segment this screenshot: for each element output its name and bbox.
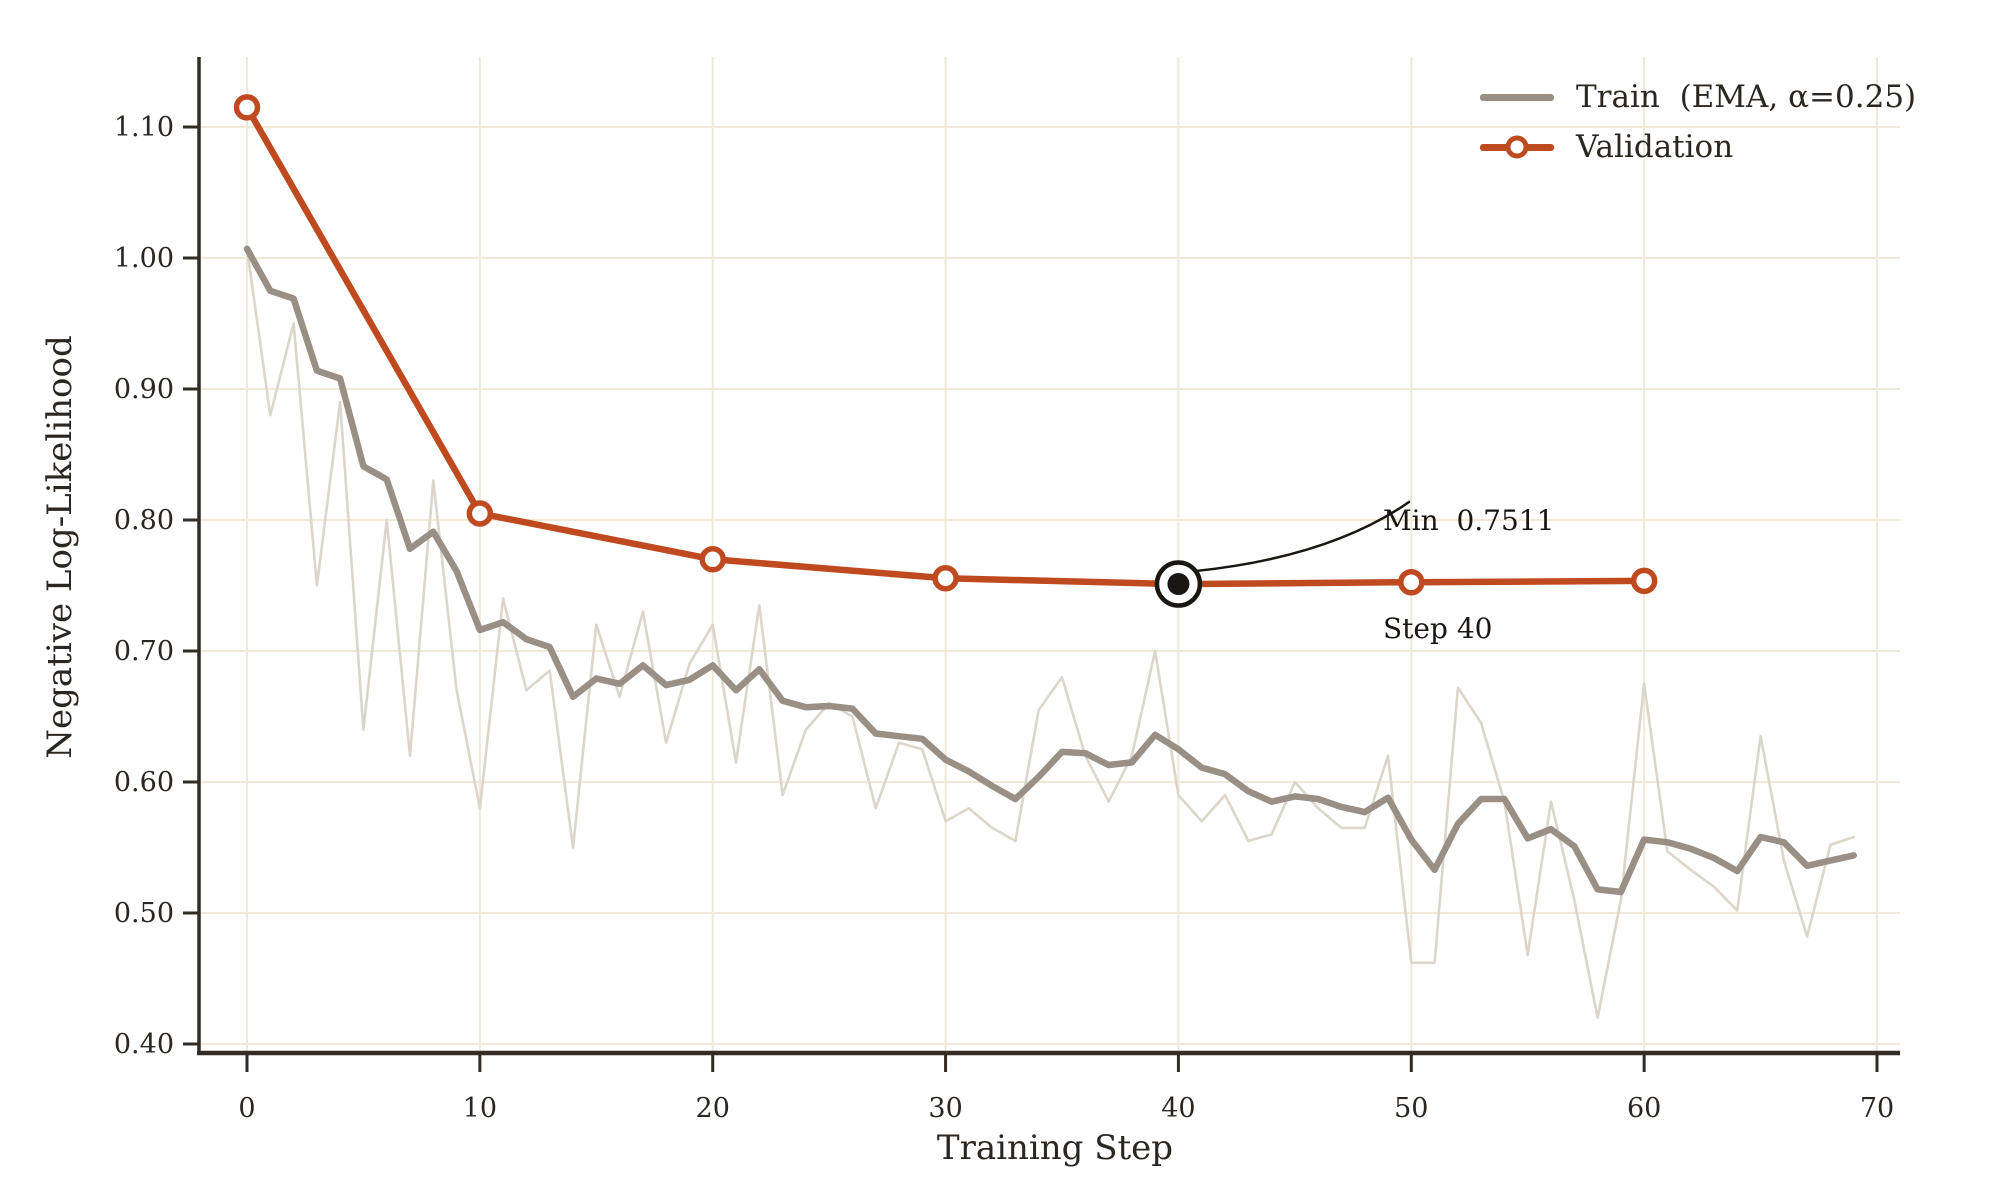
y-tick-label: 0.60: [114, 767, 174, 798]
validation-marker: [932, 565, 959, 592]
validation-marker: [699, 546, 726, 573]
x-tick-label: 20: [696, 1093, 730, 1124]
x-tick-label: 0: [238, 1093, 255, 1124]
validation-marker: [1630, 567, 1658, 595]
y-tick-label: 0.40: [114, 1029, 174, 1060]
y-tick-label: 0.90: [114, 374, 174, 405]
y-tick-label: 0.50: [114, 898, 174, 929]
legend-label-train-ema: Train (EMA, α=0.25): [1576, 79, 1917, 115]
legend: Train (EMA, α=0.25) Validation: [1480, 78, 1916, 178]
legend-label-validation: Validation: [1576, 129, 1734, 165]
y-tick-label: 1.10: [114, 112, 174, 143]
min-marker-ring: [1154, 560, 1203, 608]
y-tick-label: 0.80: [114, 505, 174, 536]
x-tick-label: 10: [463, 1093, 497, 1124]
train-ema-line-swatch: [1480, 93, 1554, 101]
y-axis-title: Negative Log-Likelihood: [40, 335, 80, 759]
min-annotation-value: Min 0.7511: [1383, 504, 1555, 537]
validation-marker: [1398, 568, 1425, 596]
x-axis-title: Training Step: [936, 1128, 1174, 1168]
y-tick-label: 1.00: [114, 243, 174, 274]
validation-marker: [233, 94, 261, 121]
legend-item-train-ema: Train (EMA, α=0.25): [1480, 78, 1916, 116]
validation-marker-icon: [1505, 135, 1529, 159]
min-annotation: Min 0.7511 Step 40: [1383, 431, 1554, 719]
annotation-leader-line: [1194, 500, 1411, 573]
x-tick-label: 60: [1627, 1093, 1661, 1124]
train-raw-line: [245, 247, 1855, 1020]
validation-line-swatch: [1480, 135, 1554, 159]
x-tick-label: 50: [1394, 1093, 1428, 1124]
x-tick-label: 30: [928, 1093, 962, 1124]
x-tick-label: 70: [1860, 1093, 1894, 1124]
y-tick-label: 0.70: [114, 636, 174, 667]
x-tick-label: 40: [1161, 1093, 1195, 1124]
min-annotation-step: Step 40: [1383, 612, 1493, 645]
legend-item-validation: Validation: [1480, 128, 1916, 166]
validation-marker: [466, 500, 494, 527]
min-marker-dot: [1167, 573, 1190, 596]
train-ema-line: [243, 245, 1857, 896]
